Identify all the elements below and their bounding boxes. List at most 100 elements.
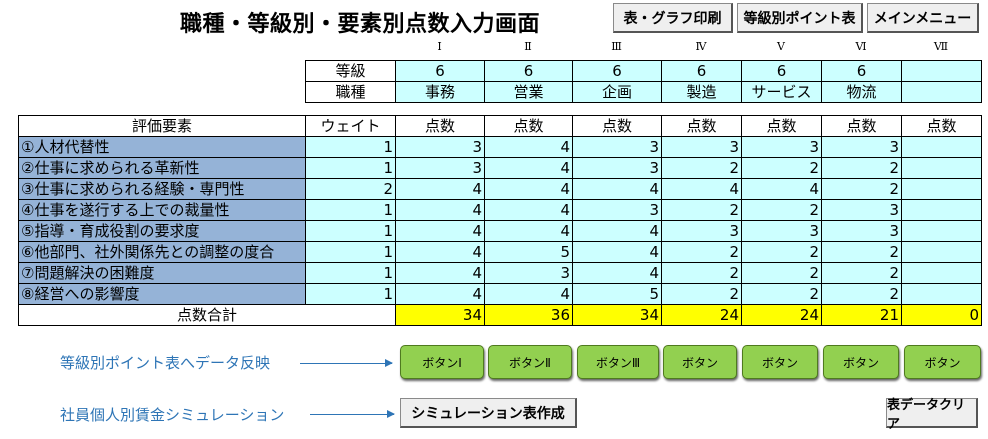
score-cell[interactable]: 2 <box>821 241 902 263</box>
job-cell[interactable]: 製造 <box>661 81 742 103</box>
score-cell[interactable]: 2 <box>741 199 822 221</box>
score-cell[interactable]: 2 <box>741 157 822 179</box>
grade-cell[interactable]: 6 <box>572 60 662 82</box>
weight-cell[interactable]: 1 <box>305 262 396 284</box>
score-header-row: 評価要素 ウェイト 点数 点数 点数 点数 点数 点数 点数 <box>18 115 982 137</box>
grade-cell[interactable]: 6 <box>741 60 822 82</box>
score-cell[interactable]: 2 <box>661 199 742 221</box>
job-cell[interactable]: 企画 <box>572 81 662 103</box>
weight-cell[interactable]: 1 <box>305 220 396 242</box>
score-row: ④仕事を遂行する上での裁量性 1 4 4 3 2 2 3 <box>18 199 982 221</box>
score-cell[interactable]: 4 <box>484 157 573 179</box>
reflect-button-7[interactable]: ボタン <box>904 345 981 379</box>
score-cell[interactable]: 2 <box>821 178 902 200</box>
score-cell[interactable]: 4 <box>484 178 573 200</box>
score-cell[interactable]: 3 <box>572 136 662 158</box>
job-cell[interactable]: 事務 <box>395 81 485 103</box>
score-cell[interactable] <box>901 262 982 284</box>
simulation-button[interactable]: シミュレーション表作成 <box>400 398 577 428</box>
job-cell[interactable] <box>901 81 982 103</box>
score-cell[interactable]: 4 <box>572 262 662 284</box>
element-label: ⑤指導・育成役割の要求度 <box>18 220 306 242</box>
weight-cell[interactable]: 1 <box>305 157 396 179</box>
score-cell[interactable]: 4 <box>395 262 485 284</box>
score-cell[interactable]: 3 <box>661 136 742 158</box>
score-cell[interactable]: 4 <box>395 220 485 242</box>
score-cell[interactable] <box>901 241 982 263</box>
main-menu-button[interactable]: メインメニュー <box>867 3 979 33</box>
job-cell[interactable]: 物流 <box>821 81 902 103</box>
score-cell[interactable]: 4 <box>395 283 485 305</box>
score-cell[interactable] <box>901 220 982 242</box>
column-numeral: Ⅵ <box>855 40 867 53</box>
score-cell[interactable]: 2 <box>741 241 822 263</box>
score-cell[interactable]: 3 <box>395 136 485 158</box>
score-cell[interactable]: 2 <box>741 283 822 305</box>
score-row: ③仕事に求められる経験・専門性 2 4 4 4 4 4 2 <box>18 178 982 200</box>
score-cell[interactable]: 3 <box>821 220 902 242</box>
score-cell[interactable]: 5 <box>572 283 662 305</box>
score-cell[interactable] <box>901 157 982 179</box>
job-cell[interactable]: 営業 <box>484 81 573 103</box>
score-cell[interactable]: 2 <box>821 262 902 284</box>
score-cell[interactable]: 5 <box>484 241 573 263</box>
score-cell[interactable]: 4 <box>395 241 485 263</box>
print-button[interactable]: 表・グラフ印刷 <box>613 3 733 33</box>
score-cell[interactable]: 2 <box>741 262 822 284</box>
weight-cell[interactable]: 1 <box>305 136 396 158</box>
weight-cell[interactable]: 1 <box>305 283 396 305</box>
score-cell[interactable] <box>901 178 982 200</box>
score-cell[interactable]: 2 <box>661 241 742 263</box>
score-cell[interactable]: 3 <box>661 220 742 242</box>
score-cell[interactable]: 4 <box>741 178 822 200</box>
score-cell[interactable]: 3 <box>484 262 573 284</box>
grade-cell[interactable]: 6 <box>395 60 485 82</box>
reflect-button-2[interactable]: ボタンⅡ <box>488 345 572 379</box>
grade-cell[interactable]: 6 <box>821 60 902 82</box>
reflect-button-1[interactable]: ボタンⅠ <box>400 345 484 379</box>
score-cell[interactable]: 2 <box>661 157 742 179</box>
column-numeral: Ⅴ <box>777 40 785 53</box>
score-cell[interactable]: 4 <box>484 136 573 158</box>
reflect-button-3[interactable]: ボタンⅢ <box>577 345 659 379</box>
score-table: 評価要素 ウェイト 点数 点数 点数 点数 点数 点数 点数 ①人材代替性 1 3 4… <box>18 115 982 326</box>
score-cell[interactable]: 4 <box>484 220 573 242</box>
weight-cell[interactable]: 2 <box>305 178 396 200</box>
score-cell[interactable]: 4 <box>484 199 573 221</box>
grade-row: 等級 6 6 6 6 6 6 <box>305 60 982 82</box>
score-cell[interactable]: 3 <box>395 157 485 179</box>
score-cell[interactable] <box>901 283 982 305</box>
score-cell[interactable]: 4 <box>572 178 662 200</box>
score-cell[interactable]: 2 <box>661 262 742 284</box>
grade-cell[interactable]: 6 <box>661 60 742 82</box>
score-cell[interactable]: 3 <box>572 199 662 221</box>
weight-cell[interactable]: 1 <box>305 241 396 263</box>
score-cell[interactable]: 4 <box>572 241 662 263</box>
score-cell[interactable]: 4 <box>395 199 485 221</box>
score-cell[interactable]: 4 <box>661 178 742 200</box>
reflect-label: 等級別ポイント表へデータ反映 <box>60 354 271 372</box>
score-cell[interactable]: 4 <box>395 178 485 200</box>
score-cell[interactable]: 2 <box>661 283 742 305</box>
grade-cell[interactable] <box>901 60 982 82</box>
grade-points-button[interactable]: 等級別ポイント表 <box>737 3 863 33</box>
clear-button[interactable]: 表データクリア <box>886 398 978 432</box>
score-cell[interactable]: 2 <box>821 283 902 305</box>
score-cell[interactable]: 3 <box>741 136 822 158</box>
element-label: ③仕事に求められる経験・専門性 <box>18 178 306 200</box>
score-cell[interactable]: 3 <box>821 136 902 158</box>
score-cell[interactable]: 4 <box>484 283 573 305</box>
reflect-button-4[interactable]: ボタン <box>663 345 737 379</box>
score-cell[interactable] <box>901 199 982 221</box>
reflect-button-6[interactable]: ボタン <box>823 345 899 379</box>
job-cell[interactable]: サービス <box>741 81 822 103</box>
score-cell[interactable]: 3 <box>821 199 902 221</box>
score-cell[interactable]: 4 <box>572 220 662 242</box>
reflect-button-5[interactable]: ボタン <box>742 345 818 379</box>
score-cell[interactable]: 2 <box>821 157 902 179</box>
score-cell[interactable]: 3 <box>572 157 662 179</box>
score-cell[interactable]: 3 <box>741 220 822 242</box>
weight-cell[interactable]: 1 <box>305 199 396 221</box>
grade-cell[interactable]: 6 <box>484 60 573 82</box>
score-cell[interactable] <box>901 136 982 158</box>
